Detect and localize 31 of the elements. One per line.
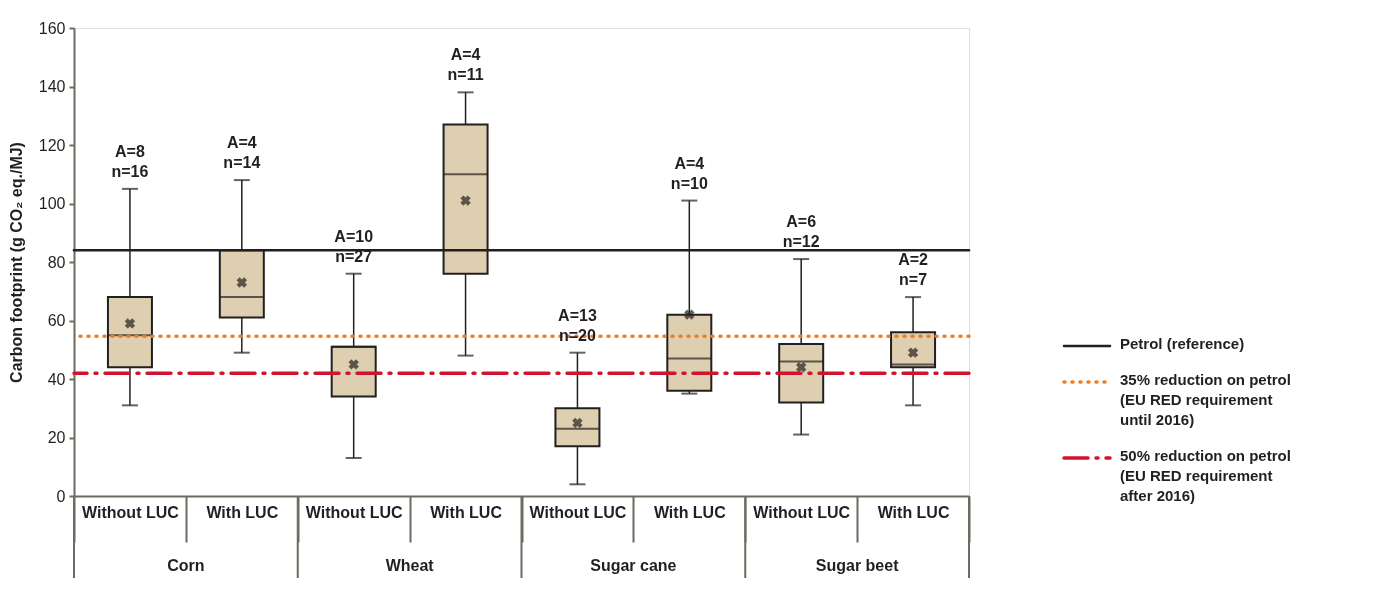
legend-label: Petrol (reference): [1120, 335, 1245, 352]
y-tick-label: 40: [47, 370, 66, 388]
x-tick-label: With LUC: [206, 503, 279, 521]
annotation: A=4 n=11: [447, 46, 484, 84]
annotation: A=4 n=14: [223, 134, 261, 172]
annotation: A=4 n=10: [670, 154, 708, 192]
x-tick-label: Without LUC: [529, 503, 627, 521]
text: Wheat: [385, 557, 435, 574]
y-tick-label: 0: [56, 487, 66, 505]
y-tick-label: 120: [38, 136, 66, 154]
x-tick-label: Without LUC: [753, 503, 851, 521]
y-axis-title: Carbon footprint (g CO₂ eq./MJ): [7, 142, 25, 383]
y-tick-label: 60: [47, 312, 66, 329]
text: Sugar cane: [590, 557, 677, 574]
y-tick-label: 80: [47, 253, 66, 271]
x-tick-label: With LUC: [430, 503, 503, 521]
legend-label: 50% reduction on petrol (EU RED requirement after 2016): [1120, 447, 1291, 504]
y-tick-label: 20: [47, 429, 66, 446]
y-tick-label: 140: [38, 78, 66, 95]
annotation: A=8 n=16: [111, 142, 149, 180]
annotation: A=2 n=7: [898, 251, 929, 289]
y-tick-label: 100: [38, 195, 66, 212]
x-tick-label: With LUC: [877, 503, 950, 521]
y-tick-label: 160: [38, 19, 66, 37]
annotation: A=6 n=12: [782, 213, 820, 251]
x-tick-label: Without LUC: [82, 503, 180, 521]
text: Corn: [167, 557, 205, 574]
x-tick-label: Without LUC: [305, 503, 403, 521]
x-tick-label: With LUC: [653, 503, 727, 521]
text: Sugar beet: [815, 557, 900, 574]
legend-label: 35% reduction on petrol (EU RED requirement until 2016): [1120, 371, 1291, 428]
